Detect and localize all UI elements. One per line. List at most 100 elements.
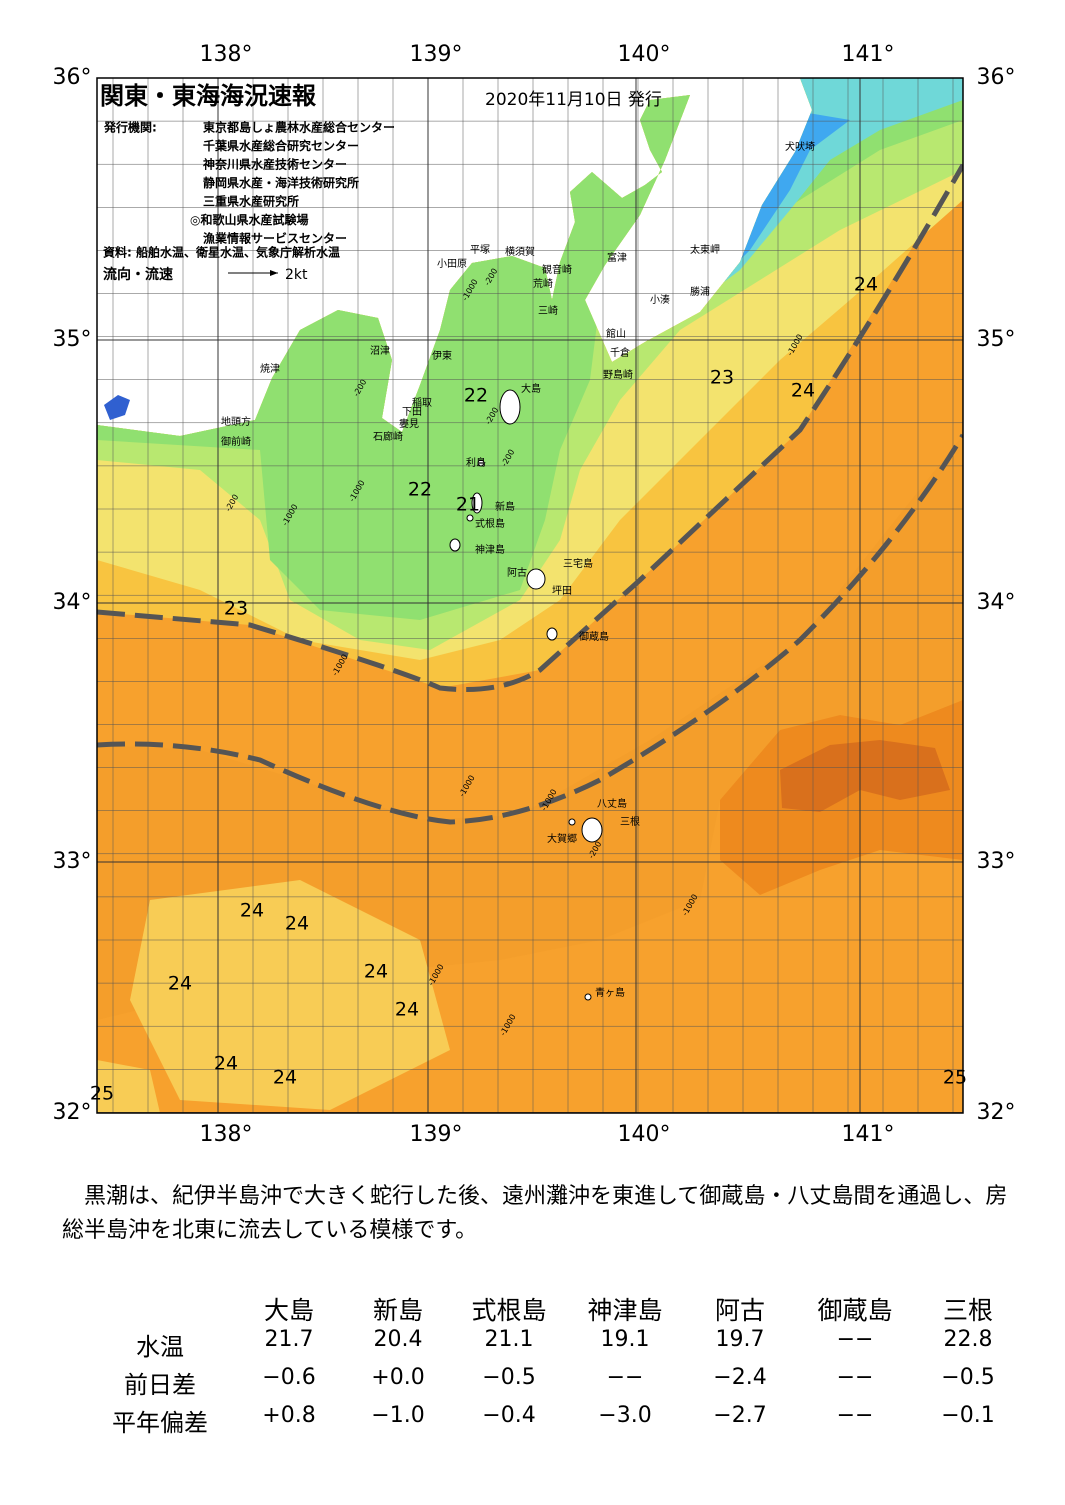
issuer: 神奈川県水産技術センター — [203, 157, 347, 172]
issuer: ◎和歌山県水産試験場 — [190, 212, 308, 227]
issuer: 静岡県水産・海洋技術研究所 — [203, 175, 359, 190]
flow-scale: 2kt — [285, 267, 308, 283]
place-name: 観音崎 — [542, 263, 572, 276]
map: 関東・東海海況速報 2020年11月10日 発行 発行機関: 資料: 船舶水温、… — [53, 42, 1016, 1147]
table-cell: −0.4 — [482, 1403, 536, 1428]
column-header: 新島 — [372, 1296, 424, 1325]
place-name: 平塚 — [470, 244, 490, 256]
column-header: 大島 — [263, 1296, 315, 1325]
lon-label: 139° — [410, 1122, 463, 1147]
kuroshio-axis-outer — [97, 433, 963, 825]
isotherm-label: 23 — [224, 598, 248, 620]
table-cell: +0.0 — [371, 1365, 425, 1390]
lat-label: 32° — [977, 1100, 1016, 1125]
table-cell: −0.5 — [482, 1365, 536, 1390]
place-name: 伊東 — [432, 349, 452, 362]
table-cell: 19.1 — [600, 1327, 650, 1352]
isotherm-label: 23 — [710, 367, 734, 389]
place-name: 館山 — [606, 327, 626, 340]
column-header: 式根島 — [471, 1296, 547, 1325]
flow-arrowhead — [270, 270, 278, 276]
table-cell: −1.0 — [371, 1403, 425, 1428]
lat-label: 34° — [977, 590, 1016, 615]
place-name: 婁見 — [399, 417, 419, 430]
row-label: 前日差 — [124, 1371, 196, 1399]
place-name: 坪田 — [552, 584, 572, 597]
place-name: 太東岬 — [690, 243, 720, 256]
table-cell: −0.1 — [941, 1403, 995, 1428]
map-frame — [96, 77, 964, 1114]
summary-text: 黒潮は、紀伊半島沖で大きく蛇行した後、遠州灘沖を東進して御蔵島・八丈島間を通過し… — [62, 1184, 1008, 1243]
table-cell: −− — [836, 1403, 874, 1428]
isotherm-label: 24 — [240, 900, 264, 922]
table-cell: −2.4 — [713, 1365, 767, 1390]
place-name: 神津島 — [475, 543, 505, 556]
isotherm-label: 24 — [214, 1053, 238, 1075]
lat-label: 33° — [977, 849, 1016, 874]
place-name: 野島崎 — [603, 368, 633, 381]
title: 関東・東海海況速報 — [100, 82, 317, 110]
lat-label: 35° — [53, 327, 92, 352]
lake — [104, 395, 130, 420]
lat-label: 34° — [53, 590, 92, 615]
column-header: 三根 — [942, 1296, 994, 1325]
column-header: 阿古 — [714, 1296, 766, 1325]
place-name: 犬吠埼 — [785, 140, 815, 153]
lon-label: 140° — [618, 42, 671, 67]
lon-label: 138° — [200, 1122, 253, 1147]
place-name: 三根 — [620, 815, 640, 828]
isotherm-label: 22 — [464, 385, 488, 407]
place-name: 小田原 — [437, 258, 467, 270]
isotherm-label: 24 — [854, 274, 878, 296]
isotherm-label: 22 — [408, 479, 432, 501]
lat-label: 36° — [977, 65, 1016, 90]
place-name: 地頭方 — [221, 415, 251, 428]
lon-label: 141° — [842, 1122, 895, 1147]
place-name: 御前崎 — [221, 435, 251, 448]
issuer: 漁業情報サービスセンター — [203, 231, 347, 246]
lon-label: 138° — [200, 42, 253, 67]
place-name: 阿古 — [507, 566, 527, 579]
table-cell: 21.7 — [264, 1327, 314, 1352]
table-cell: 22.8 — [943, 1327, 993, 1352]
place-name: 富津 — [607, 251, 627, 264]
place-name: 沼津 — [370, 344, 390, 357]
issuer: 三重県水産研究所 — [203, 194, 299, 209]
isotherm-label: 24 — [791, 380, 815, 402]
lat-label: 32° — [53, 1100, 92, 1125]
isotherm-label: 24 — [285, 913, 309, 935]
issuer: 東京都島しょ農林水産総合センター — [203, 120, 395, 135]
isotherm-label: 21 — [456, 494, 480, 516]
table-cell: −− — [606, 1365, 644, 1390]
place-name: 勝浦 — [690, 285, 710, 298]
lon-label: 140° — [618, 1122, 671, 1147]
temperature-table: 大島 新島 式根島 神津島 阿古 御蔵島 三根 水温 21.7 20.4 21.1 19.1 19.7 −… — [0, 1285, 1065, 1445]
table-cell: −− — [836, 1327, 874, 1352]
row-label: 平年偏差 — [112, 1409, 208, 1437]
issue-date: 2020年11月10日 発行 — [485, 90, 662, 110]
place-name: 焼津 — [260, 363, 280, 375]
place-name: 大賀郷 — [547, 832, 577, 845]
lon-label: 139° — [410, 42, 463, 67]
isotherm-label: 24 — [273, 1067, 297, 1089]
table-cell: −− — [836, 1365, 874, 1390]
lat-label: 35° — [977, 327, 1016, 352]
issuer: 千葉県水産総合研究センター — [203, 138, 359, 153]
column-header: 御蔵島 — [817, 1296, 893, 1325]
table-cell: 19.7 — [715, 1327, 765, 1352]
place-name: 横須賀 — [505, 245, 535, 258]
place-name: 青ヶ島 — [595, 986, 625, 999]
kuroshio-axis-inner — [97, 163, 963, 692]
table-cell: −3.0 — [598, 1403, 652, 1428]
table-cell: 20.4 — [373, 1327, 423, 1352]
isotherm-label: 25 — [90, 1083, 114, 1105]
place-name: 石廊崎 — [373, 430, 403, 443]
column-header: 神津島 — [587, 1296, 663, 1325]
table-cell: 21.1 — [484, 1327, 534, 1352]
isotherm-label: 25 — [943, 1067, 967, 1089]
table-cell: −0.6 — [262, 1365, 316, 1390]
table-cell: −0.5 — [941, 1365, 995, 1390]
place-name: 式根島 — [475, 517, 505, 530]
isotherm-label: 24 — [395, 999, 419, 1021]
place-name: 千倉 — [610, 346, 630, 359]
